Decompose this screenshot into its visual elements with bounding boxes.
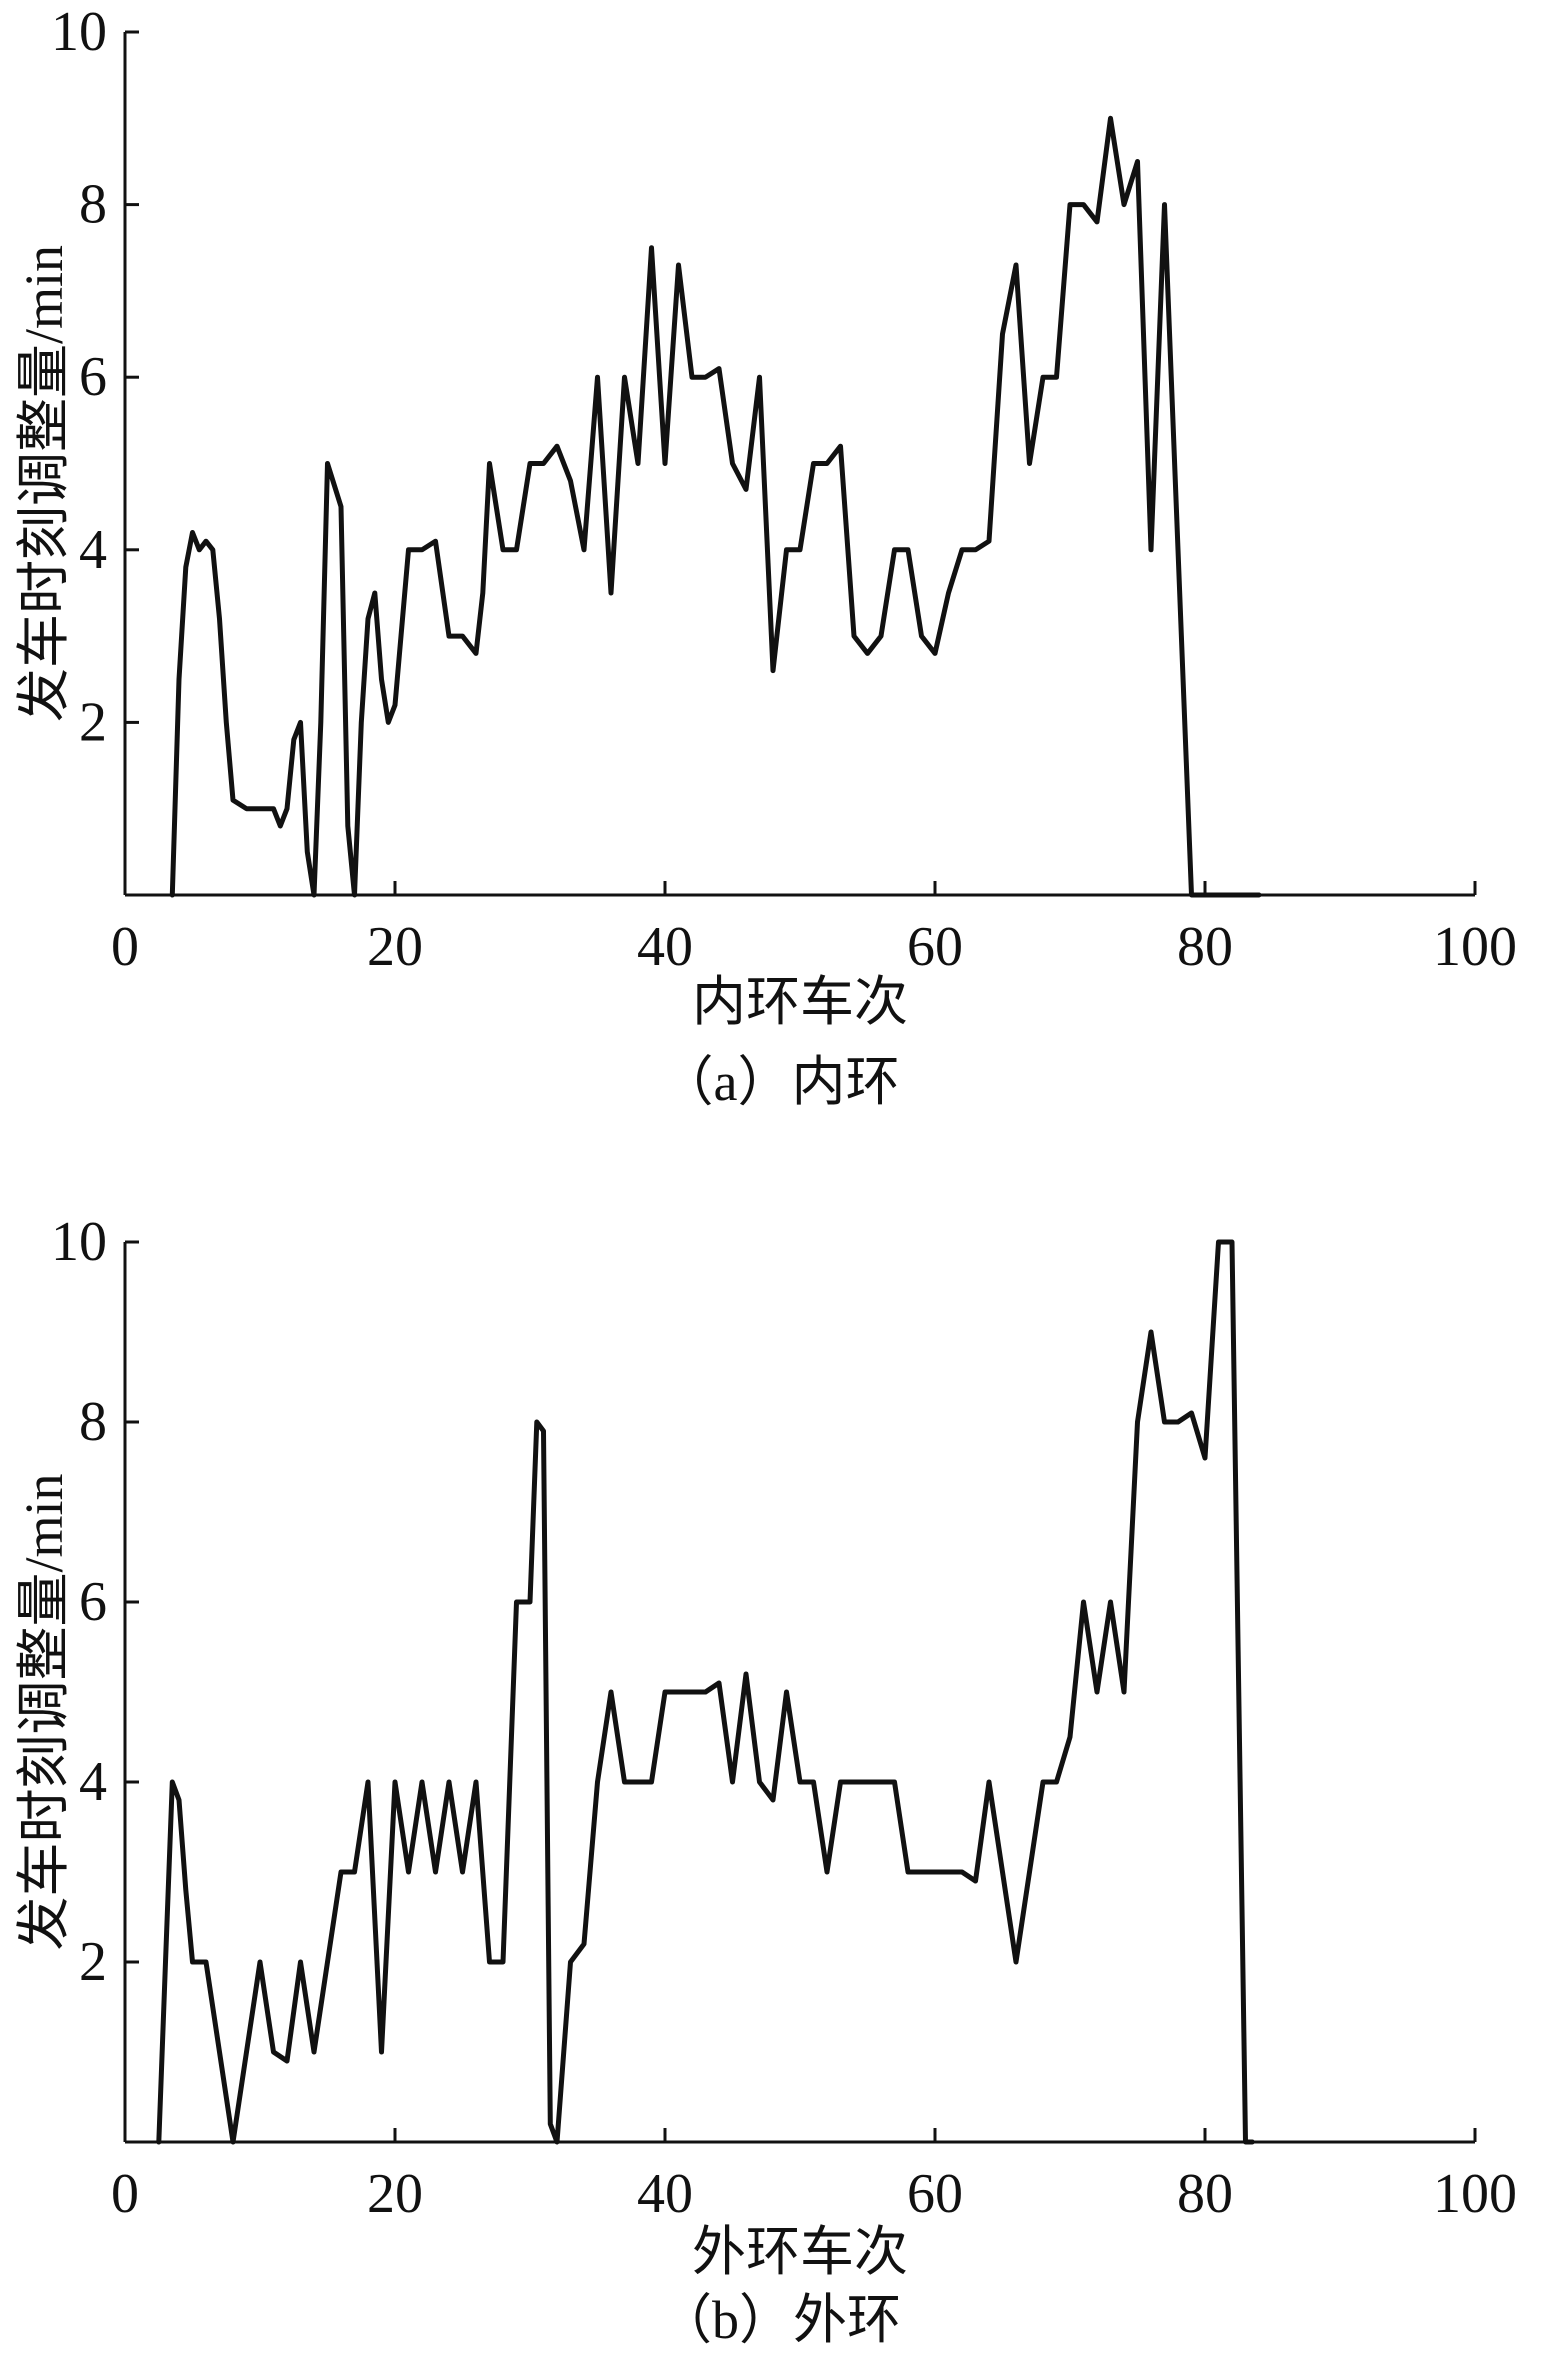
x-tick-label: 20 — [367, 2163, 423, 2225]
chart-panel-a: 2 4 6 8 10 0 20 40 60 80 100 内环车次 发车时刻调整量/min （a）内环 — [0, 0, 1559, 1180]
y-tick-label: 10 — [51, 1211, 107, 1273]
series-line — [156, 1239, 1255, 2145]
x-tick-label: 60 — [907, 2163, 963, 2225]
y-tick-label: 2 — [79, 1931, 107, 1993]
y-tick-label: 4 — [79, 1751, 107, 1813]
x-tick-label: 40 — [637, 916, 693, 978]
x-tick-label: 0 — [111, 2163, 139, 2225]
chart-a-caption: （a）内环 — [659, 1052, 900, 1112]
x-tick-label: 100 — [1433, 2163, 1517, 2225]
y-tick-label: 10 — [51, 1, 107, 63]
y-tick-label: 6 — [79, 1571, 107, 1633]
chart-b-caption: （b）外环 — [658, 2290, 901, 2350]
y-axis-label: 发车时刻调整量/min — [14, 245, 74, 722]
x-tick-label: 60 — [907, 916, 963, 978]
y-tick-label: 6 — [79, 346, 107, 408]
x-axis-label: 外环车次 — [692, 2222, 908, 2282]
y-tick-label: 2 — [79, 691, 107, 753]
x-axis-label: 内环车次 — [692, 972, 908, 1032]
x-tick-label: 0 — [111, 916, 139, 978]
x-tick-label: 80 — [1177, 916, 1233, 978]
x-tick-label: 80 — [1177, 2163, 1233, 2225]
y-tick-label: 4 — [79, 519, 107, 581]
x-tick-label: 40 — [637, 2163, 693, 2225]
chart-panel-b: 2 4 6 8 10 0 20 40 60 80 100 外环车次 发车时刻调整量/min （b）外环 — [0, 1190, 1559, 2380]
y-tick-label: 8 — [79, 1391, 107, 1453]
x-tick-label: 20 — [367, 916, 423, 978]
series-line — [169, 115, 1262, 898]
x-tick-label: 100 — [1433, 916, 1517, 978]
y-axis-label: 发车时刻调整量/min — [14, 1473, 74, 1950]
y-tick-label: 8 — [79, 174, 107, 236]
